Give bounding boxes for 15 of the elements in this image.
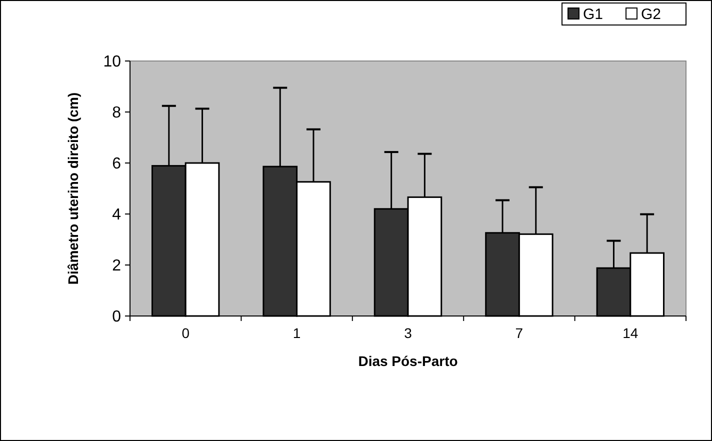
x-tick-label: 0	[182, 325, 190, 341]
y-tick-label: 4	[112, 206, 122, 224]
y-tick-label: 8	[112, 104, 122, 122]
x-tick-label: 7	[515, 325, 524, 341]
y-tick-label: 6	[112, 156, 122, 173]
y-tick-label: 10	[103, 54, 122, 71]
legend-label: G2	[641, 6, 662, 23]
y-axis-title: Diâmetro uterino direito (cm)	[65, 92, 81, 285]
x-tick-label: 1	[292, 325, 301, 341]
x-axis-title: Dias Pós-Parto	[358, 353, 458, 369]
y-tick-label: 2	[112, 258, 122, 275]
y-tick-label: 0	[112, 308, 122, 326]
legend-label: G1	[583, 6, 604, 23]
x-tick-label: 3	[404, 325, 412, 341]
x-tick-label: 14	[622, 325, 638, 341]
